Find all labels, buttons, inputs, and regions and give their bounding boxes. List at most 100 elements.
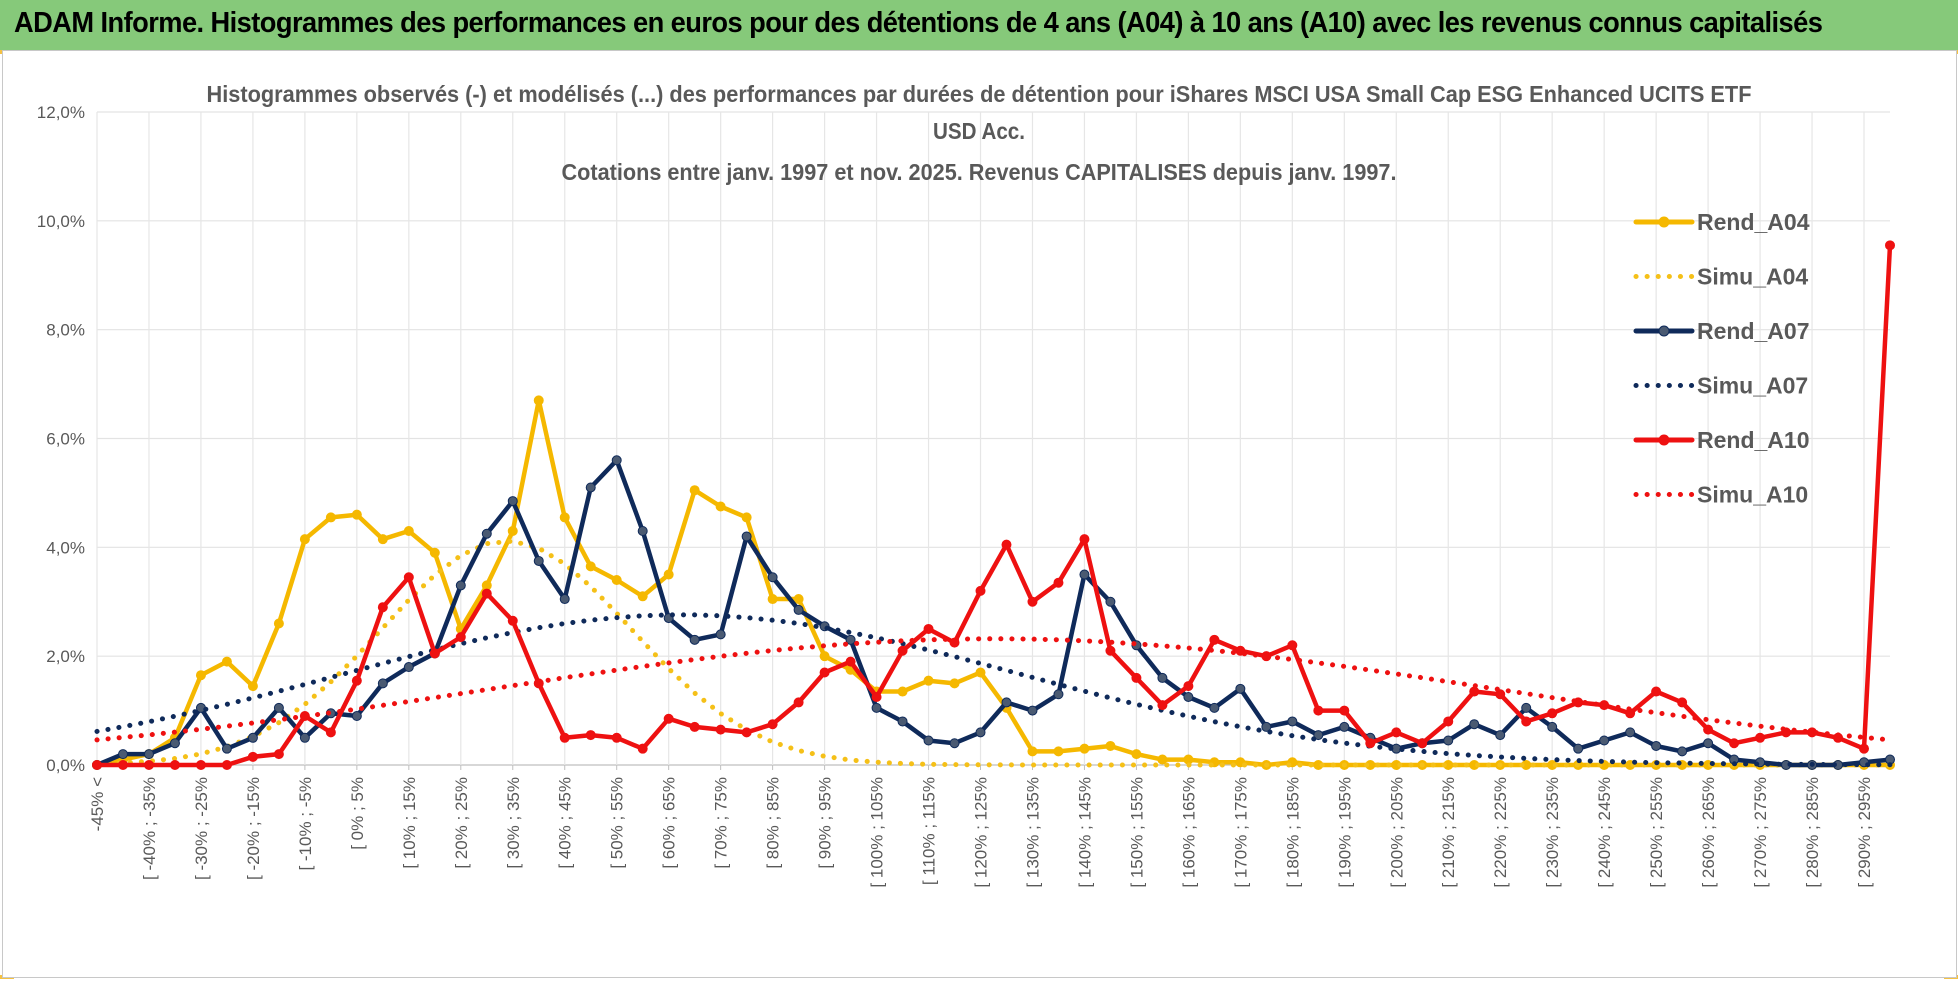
data-point	[1079, 569, 1090, 580]
data-point	[1105, 740, 1116, 751]
data-point	[559, 594, 570, 605]
data-point	[1521, 702, 1532, 713]
data-point	[1131, 749, 1142, 760]
data-point	[117, 749, 128, 760]
series-line-rend-a04	[94, 398, 1893, 768]
y-tick-label: 10,0%	[37, 212, 85, 231]
data-point	[637, 591, 648, 602]
x-tick-label: [ 110% ; 115%	[920, 777, 939, 885]
data-point	[1209, 634, 1220, 645]
data-point	[1599, 735, 1610, 746]
legend-marker	[1658, 325, 1670, 337]
legend: Rend_A04 Simu_A04 Rend_A07 Simu_A07 Rend_A10…	[1633, 209, 1810, 508]
data-point	[481, 580, 492, 591]
data-point	[1365, 738, 1376, 749]
chart-title-line: Cotations entre janv. 1997 et nov. 2025.…	[562, 159, 1397, 185]
x-tick-label: [ 200% ; 205%	[1387, 777, 1406, 888]
data-point	[1729, 738, 1740, 749]
series-line-simu-a07	[94, 612, 1893, 768]
x-tick-label: -45% <	[88, 777, 107, 831]
data-point	[897, 645, 908, 656]
x-tick-label: [ 170% ; 175%	[1231, 777, 1250, 888]
data-point	[221, 760, 232, 770]
data-point	[949, 738, 960, 749]
data-point	[455, 580, 466, 591]
data-point	[351, 509, 362, 520]
data-point	[1651, 740, 1662, 751]
data-point	[1391, 727, 1402, 738]
data-point	[585, 482, 596, 493]
data-point	[403, 572, 414, 583]
data-point	[767, 719, 778, 730]
data-point	[1339, 705, 1350, 716]
chart-title-line: USD Acc.	[933, 118, 1025, 144]
data-point	[247, 732, 258, 743]
data-point	[429, 547, 440, 558]
gridlines	[96, 111, 1890, 766]
x-tick-label: [ 80% ; 85%	[764, 777, 783, 869]
x-tick-label: [ 280% ; 285%	[1803, 777, 1822, 888]
data-point	[871, 702, 882, 713]
x-tick-label: [ 260% ; 265%	[1699, 777, 1718, 888]
series-line-rend-a07	[94, 458, 1893, 768]
data-point	[715, 501, 726, 512]
data-point	[1183, 681, 1194, 692]
x-tick-label: [ 150% ; 155%	[1127, 777, 1146, 888]
y-tick-label: 12,0%	[37, 103, 85, 122]
data-point	[1703, 724, 1714, 735]
data-point	[507, 496, 518, 507]
data-point	[1131, 672, 1142, 683]
data-point	[429, 648, 440, 659]
data-point	[663, 569, 674, 580]
x-tick-label: [ 160% ; 165%	[1179, 777, 1198, 888]
data-point	[923, 623, 934, 634]
series-line-rend-a10	[94, 243, 1893, 768]
data-point	[377, 534, 388, 545]
legend-label: Rend_A07	[1697, 318, 1809, 344]
data-point	[1651, 686, 1662, 697]
data-point	[559, 732, 570, 743]
data-point	[351, 711, 362, 722]
data-point	[1469, 686, 1480, 697]
legend-label: Simu_A07	[1697, 373, 1808, 399]
x-tick-label: [ 140% ; 145%	[1075, 777, 1094, 888]
data-point	[1079, 534, 1090, 545]
legend-marker	[1658, 434, 1670, 446]
data-point	[1235, 683, 1246, 694]
legend-label: Simu_A10	[1697, 482, 1808, 508]
data-point	[923, 735, 934, 746]
data-point	[1625, 727, 1636, 738]
data-point	[559, 512, 570, 523]
series-layer	[92, 240, 1895, 770]
chart-title: Histogrammes observés (-) et modélisés (…	[207, 81, 1752, 185]
x-tick-label: [ 240% ; 245%	[1595, 777, 1614, 888]
y-tick-label: 2,0%	[46, 647, 85, 666]
data-point	[195, 670, 206, 681]
data-point	[767, 594, 778, 605]
data-point	[403, 662, 414, 673]
data-point	[143, 749, 154, 760]
legend-label: Rend_A10	[1697, 427, 1809, 453]
data-point	[1521, 716, 1532, 727]
data-point	[195, 760, 206, 770]
data-point	[1677, 697, 1688, 708]
x-tick-label: [ 130% ; 135%	[1023, 777, 1042, 888]
data-point	[923, 675, 934, 686]
data-point	[585, 561, 596, 572]
x-tick-label: [ 180% ; 185%	[1283, 777, 1302, 888]
data-point	[299, 732, 310, 743]
chart-title-line: Histogrammes observés (-) et modélisés (…	[207, 81, 1752, 107]
data-point	[1183, 691, 1194, 702]
x-tick-label: [ 10% ; 15%	[400, 777, 419, 869]
data-point	[611, 574, 622, 585]
data-point	[845, 656, 856, 667]
data-point	[1053, 577, 1064, 588]
data-point	[1157, 672, 1168, 683]
data-point	[793, 594, 804, 605]
legend-label: Simu_A04	[1697, 264, 1808, 290]
x-tick-label: [ -20% ; -15%	[244, 777, 263, 880]
data-point	[1287, 716, 1298, 727]
data-point	[1573, 743, 1584, 754]
data-point	[273, 702, 284, 713]
data-point	[845, 634, 856, 645]
